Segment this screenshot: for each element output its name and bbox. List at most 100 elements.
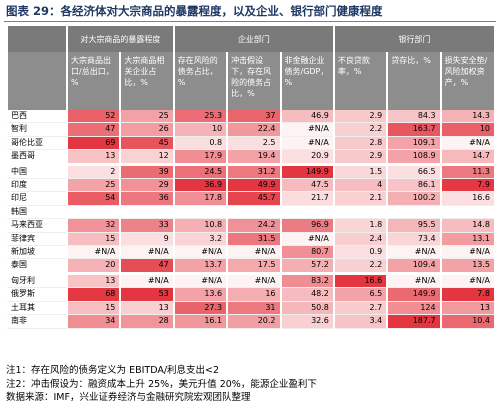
cell (279, 205, 334, 219)
table-row: 俄罗斯 68 53 13.6 16 48.2 6.5 149.9 7.8 (7, 287, 494, 302)
cell: 149.9 (279, 162, 334, 179)
cell: 86.1 (386, 178, 441, 192)
notes: 注1：存在风险的债务定义为 EBITDA/利息支出<2 注2：冲击假设为：融资成本… (6, 364, 317, 405)
cell (172, 205, 228, 219)
cell: 16.1 (172, 314, 228, 328)
column-header: 不良贷款率，% (332, 52, 388, 110)
cell: #N/A (119, 271, 174, 288)
cell: 27.3 (172, 301, 228, 315)
cell: 13.5 (439, 258, 494, 274)
cell: 69 (65, 136, 121, 150)
cell: 20.9 (279, 149, 334, 165)
cell: 124 (386, 301, 441, 315)
cell: 53 (119, 287, 174, 302)
cell: 73.4 (386, 232, 441, 246)
cell: 19.4 (226, 149, 281, 165)
row-name: 韩国 (11, 206, 27, 216)
cell: 13 (65, 271, 121, 288)
cell: 47.5 (279, 178, 334, 192)
row-name: 智利 (11, 124, 27, 134)
cell: 7.9 (439, 178, 494, 192)
group-header: 企业部门 (172, 26, 334, 52)
cell: 10 (439, 122, 494, 137)
row-name: 马来西亚 (11, 220, 43, 230)
row-name: 菲律宾 (11, 233, 35, 243)
cell: 68 (65, 287, 121, 302)
cell: 11.3 (439, 162, 494, 179)
cell: 13 (439, 301, 494, 315)
note: 数据来源：IMF，兴业证券经济与金融研究院宏观团队整理 (6, 392, 251, 403)
cell: 83.2 (279, 271, 334, 288)
cell: 2.2 (332, 122, 388, 137)
row-name: 匈牙利 (7, 271, 67, 288)
cell: 2.4 (332, 232, 388, 246)
table: 对大宗商品的暴露程度 企业部门 银行部门 大宗商品出口/总出口，% 大宗商品相关企业占比… (6, 26, 494, 329)
cell: 187.7 (386, 314, 441, 328)
cell: #N/A (386, 245, 441, 259)
cell: 24.5 (172, 162, 228, 179)
cell: #N/A (172, 271, 228, 288)
cell: 24.2 (226, 218, 281, 233)
cell: 48.2 (279, 287, 334, 302)
row-name: 泰国 (11, 260, 27, 270)
cell: 9 (119, 232, 174, 246)
cell: 15 (65, 301, 121, 315)
row-name: 南非 (11, 316, 27, 326)
cell: 96.9 (279, 218, 334, 233)
group-header: 对大宗商品的暴露程度 (66, 26, 174, 52)
cell: 37 (226, 110, 281, 123)
cell: 95.5 (386, 218, 441, 233)
table-row: 中国 2 39 24.5 31.2 149.9 1.5 66.5 11.3 (7, 162, 494, 179)
cell: 10.8 (172, 218, 228, 233)
row-name: 俄罗斯 (11, 289, 35, 299)
cell: 57.2 (279, 258, 334, 274)
cell: 33 (119, 218, 174, 233)
cell: #N/A (65, 245, 121, 259)
cell: 36.9 (172, 178, 228, 192)
cell: 52 (65, 110, 121, 123)
cell: 7.8 (439, 287, 494, 302)
table-row: 泰国 20 47 13.7 17.5 57.2 2.2 109.4 13.5 (7, 258, 494, 274)
cell (386, 205, 441, 219)
row-name: 墨西哥 (11, 151, 35, 161)
column-header: 存在风险的债务占比，% (172, 52, 228, 110)
cell: 39 (119, 162, 174, 179)
column-header: 大宗商品相关企业占比，% (119, 52, 174, 110)
row-name: 土耳其 (11, 302, 35, 312)
cell: 50.8 (279, 301, 334, 315)
cell: #N/A (279, 136, 334, 150)
cell: 32 (65, 218, 121, 233)
cell: 47 (119, 258, 174, 274)
cell: 109.4 (386, 258, 441, 274)
table-row: 新加坡 #N/A #N/A #N/A #N/A 80.7 0.9 #N/A #N/A (7, 245, 494, 259)
table-row: 匈牙利 13 #N/A #N/A #N/A 83.2 16.6 #N/A #N/A (7, 271, 494, 288)
cell (119, 205, 174, 219)
table-row: 印度 25 29 36.9 49.9 47.5 4 86.1 7.9 (7, 178, 494, 192)
cell: #N/A (119, 245, 174, 259)
cell (439, 205, 494, 219)
cell: 66.5 (386, 162, 441, 179)
cell: 12 (119, 149, 174, 165)
cell: 1.8 (332, 218, 388, 233)
table-row: 南非 34 28 16.1 20.2 32.6 3.4 187.7 10.4 (7, 314, 494, 328)
group-header-row: 对大宗商品的暴露程度 企业部门 银行部门 (6, 26, 494, 52)
table-row: 哥伦比亚 69 45 0.8 2.5 #N/A 2.8 109.1 #N/A (7, 136, 494, 150)
title: 图表 29：各经济体对大宗商品的暴露程度，以及企业、银行部门健康程度 (6, 4, 383, 18)
cell: 13 (65, 149, 121, 165)
table-row: 巴西 52 25 25.3 37 46.9 2.9 84.3 14.3 (7, 110, 494, 123)
cell: #N/A (226, 271, 281, 288)
cell: 47 (65, 122, 121, 137)
cell: 0.9 (332, 245, 388, 259)
cell: #N/A (439, 136, 494, 150)
note: 注1：存在风险的债务定义为 EBITDA/利息支出<2 (6, 365, 220, 376)
cell: #N/A (279, 232, 334, 246)
cell: 2.9 (332, 149, 388, 165)
cell: 10.4 (439, 314, 494, 328)
cell: 3.4 (332, 314, 388, 328)
cell: 2.9 (332, 110, 388, 123)
table-row: 印尼 54 36 17.8 45.7 21.7 2.1 100.2 16.6 (7, 191, 494, 206)
table-row: 智利 47 26 10 22.4 #N/A 2.2 163.7 10 (7, 122, 494, 137)
cell: 25.3 (172, 110, 228, 123)
cell: 3.2 (172, 232, 228, 246)
